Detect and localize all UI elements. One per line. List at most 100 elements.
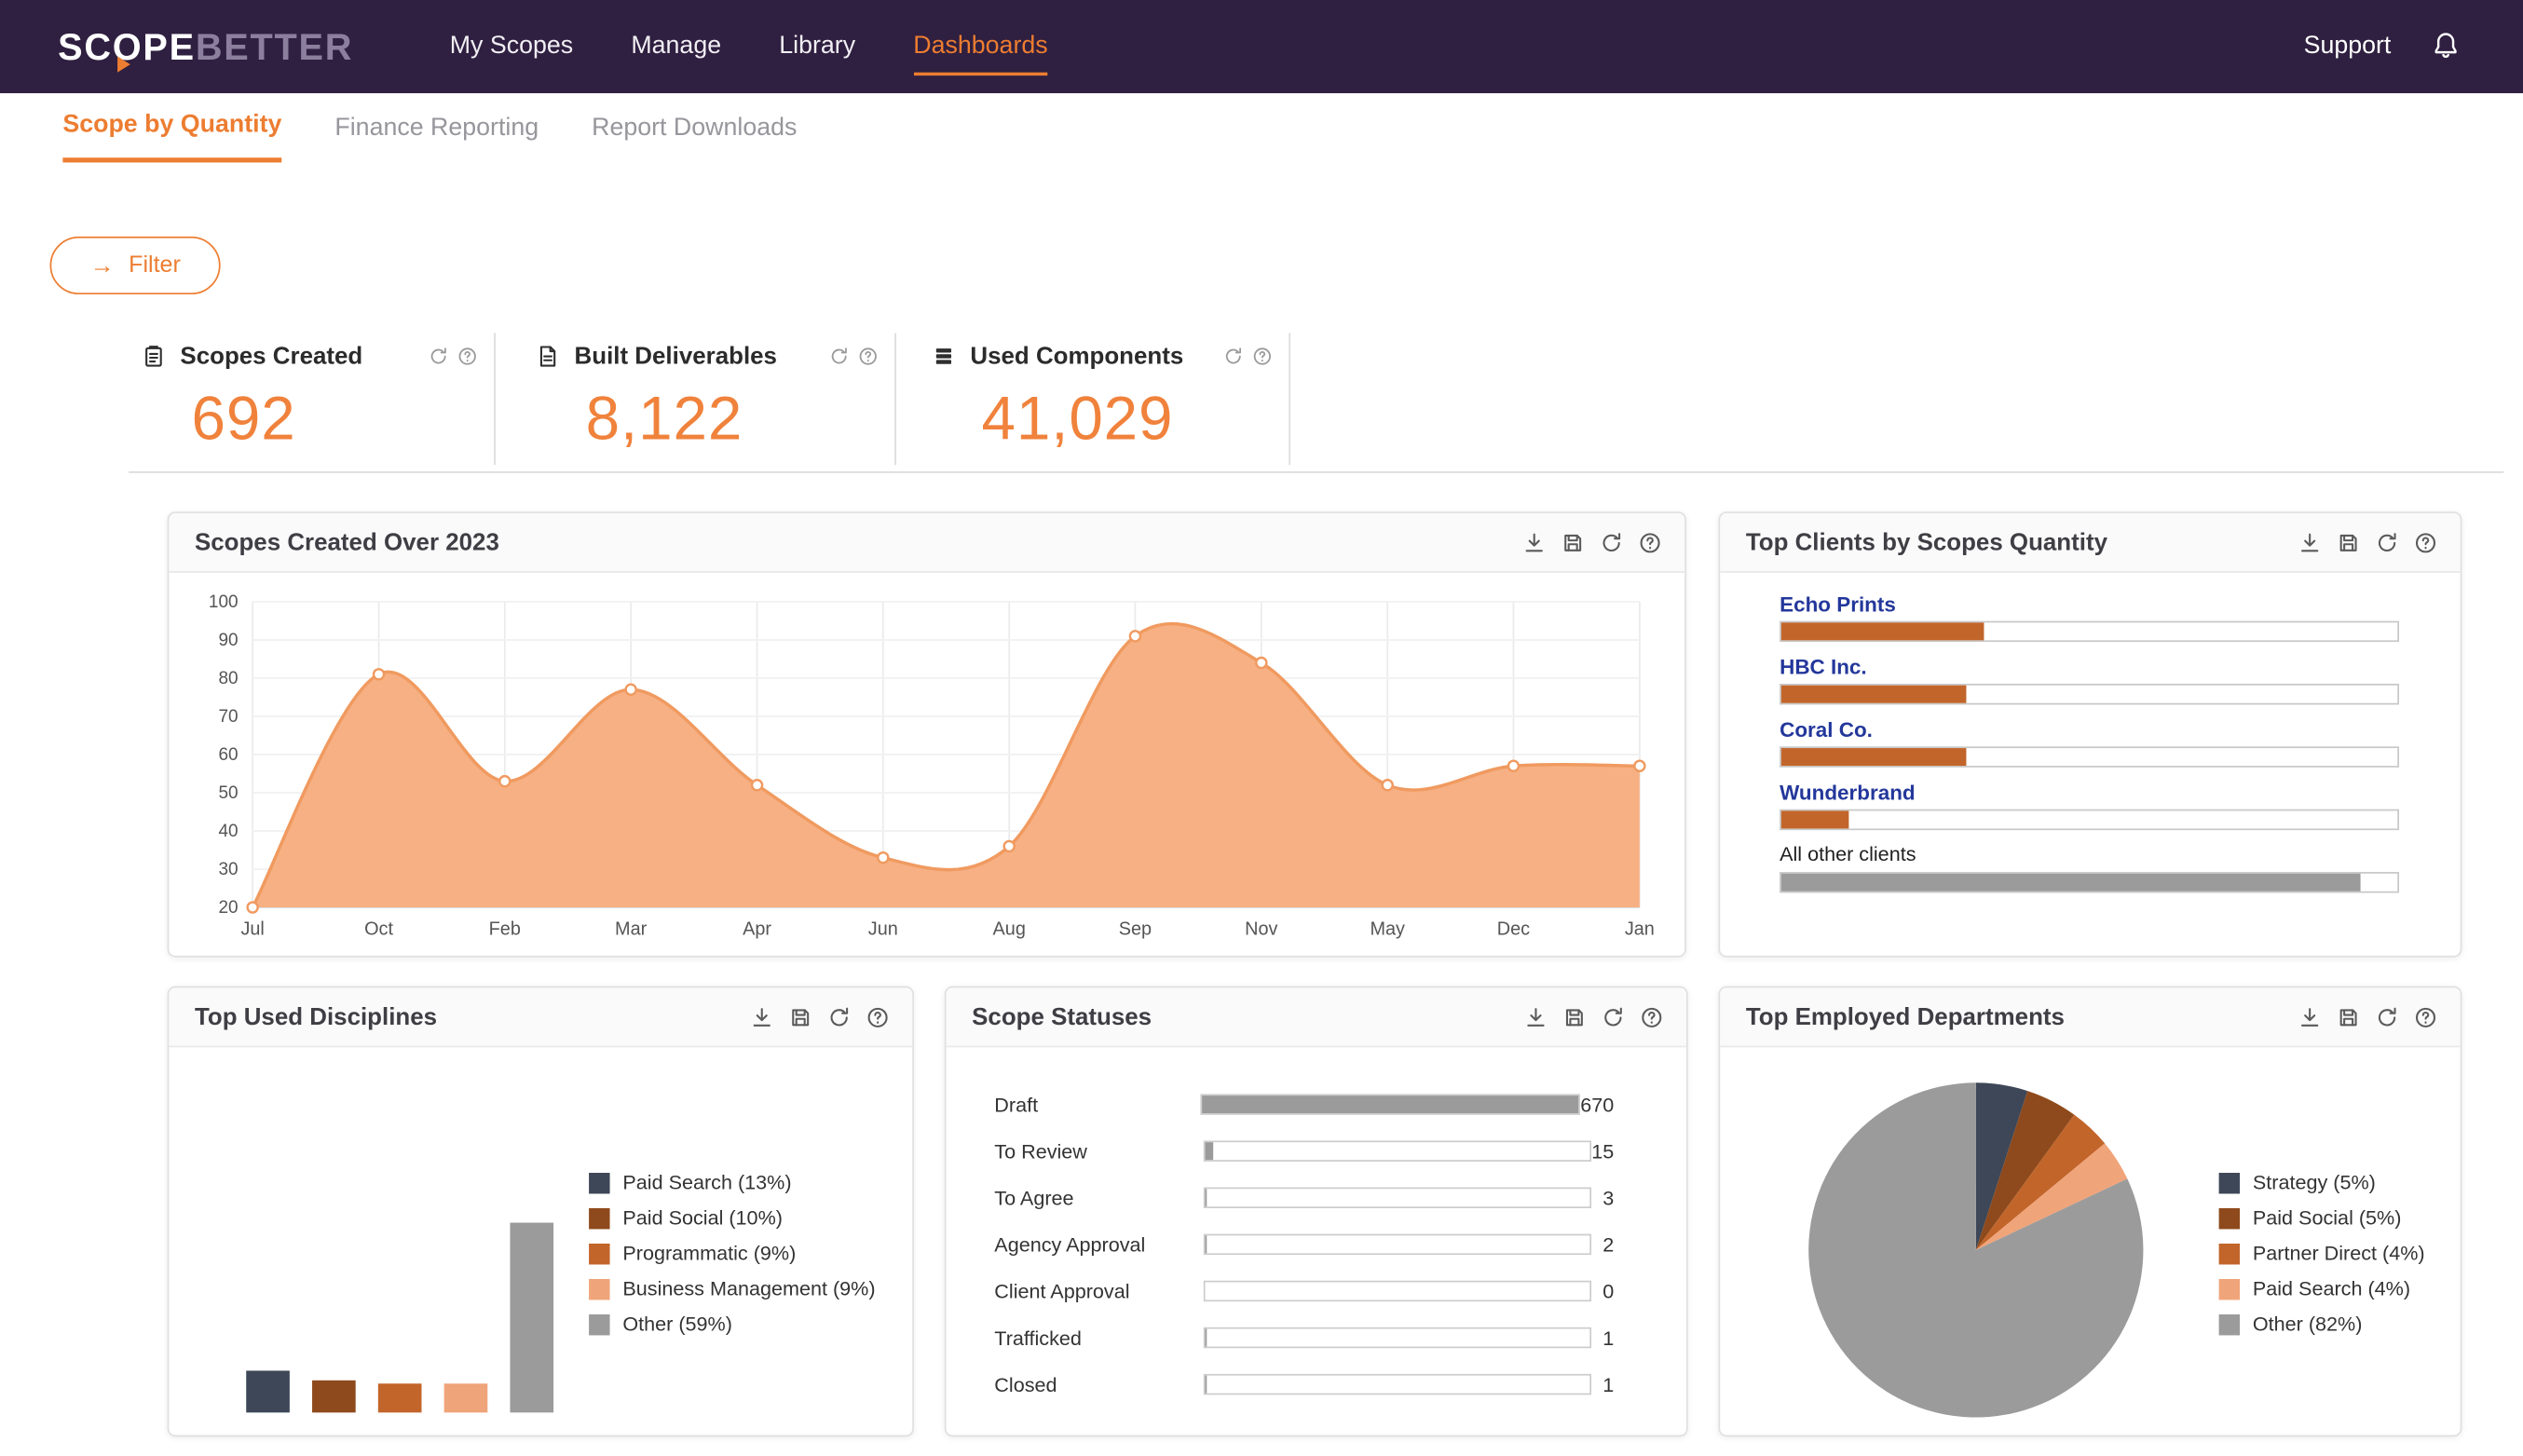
svg-text:May: May: [1370, 919, 1405, 939]
bar-track: [1203, 1187, 1592, 1209]
bar: [510, 1222, 554, 1413]
help-icon[interactable]: [2414, 530, 2438, 554]
status-row: Agency Approval 2: [994, 1221, 1614, 1268]
layers-icon: [935, 348, 952, 364]
bar-track: [1780, 872, 2400, 893]
nav-dashboards[interactable]: Dashboards: [913, 32, 1048, 76]
nav-manage[interactable]: Manage: [631, 32, 722, 60]
save-icon[interactable]: [1561, 530, 1585, 554]
svg-text:70: 70: [218, 707, 238, 727]
svg-text:Nov: Nov: [1245, 919, 1277, 939]
legend-swatch: [589, 1243, 610, 1264]
bar-fill: [1205, 1328, 1207, 1347]
legend-swatch: [2218, 1172, 2241, 1193]
refresh-icon[interactable]: [827, 1005, 852, 1029]
filter-button-label: Filter: [129, 252, 181, 279]
card-top-used-disciplines: Top Used Disciplines Paid Search (13%) P…: [167, 986, 914, 1437]
legend-label: Business Management (9%): [622, 1277, 876, 1300]
legend-label: Programmatic (9%): [622, 1242, 797, 1265]
card-actions: [2298, 1005, 2437, 1029]
legend-item: Business Management (9%): [589, 1277, 876, 1300]
help-icon[interactable]: [858, 346, 879, 366]
bar-fill: [1205, 1142, 1214, 1161]
save-icon[interactable]: [1562, 1005, 1587, 1029]
svg-text:60: 60: [218, 745, 238, 765]
nav-my-scopes[interactable]: My Scopes: [449, 32, 574, 60]
card-scope-statuses: Scope Statuses Draft 670 To Review 15 To…: [944, 986, 1688, 1437]
card-title: Top Used Disciplines: [194, 1002, 438, 1031]
status-row: To Review 15: [994, 1128, 1614, 1175]
download-icon[interactable]: [1522, 530, 1547, 554]
download-icon[interactable]: [2298, 1005, 2322, 1029]
refresh-icon[interactable]: [1601, 1005, 1625, 1029]
clipboard-icon: [145, 346, 162, 367]
logo-text: PE: [143, 24, 196, 67]
save-icon[interactable]: [2337, 530, 2361, 554]
app-logo[interactable]: SC O PE BETTER: [58, 24, 354, 72]
card-top-clients: Top Clients by Scopes Quantity Echo Prin…: [1718, 511, 2462, 958]
status-label: To Review: [994, 1139, 1087, 1163]
help-icon[interactable]: [1638, 530, 1662, 554]
refresh-icon[interactable]: [1600, 530, 1624, 554]
save-icon[interactable]: [788, 1005, 812, 1029]
pie-slice: [1975, 1091, 2075, 1250]
help-icon[interactable]: [2414, 1005, 2438, 1029]
tab-report-downloads[interactable]: Report Downloads: [592, 113, 798, 142]
bell-icon[interactable]: [2430, 31, 2462, 63]
status-row: Closed 1: [994, 1361, 1614, 1408]
help-icon[interactable]: [1640, 1005, 1664, 1029]
bar: [377, 1383, 422, 1413]
kpi-label: Built Deliverables: [574, 342, 777, 371]
filter-button[interactable]: → Filter: [49, 236, 222, 295]
clients-bar-chart: Echo Prints HBC Inc. Coral Co. Wunderbra…: [1720, 573, 2460, 893]
refresh-icon[interactable]: [1223, 346, 1244, 366]
card-scopes-created-over-2023: Scopes Created Over 2023 100 90 80 70 60 50 40…: [167, 511, 1686, 958]
bar-fill: [1780, 873, 2361, 891]
status-label: Client Approval: [994, 1279, 1130, 1303]
bar: [246, 1370, 290, 1413]
bar: [443, 1383, 488, 1413]
support-link[interactable]: Support: [2303, 32, 2392, 60]
bar-fill: [1780, 748, 1967, 767]
download-icon[interactable]: [750, 1005, 774, 1029]
legend-swatch: [589, 1278, 610, 1300]
client-row: Coral Co.: [1780, 717, 2400, 768]
card-title: Top Clients by Scopes Quantity: [1745, 528, 2108, 556]
document-icon: [539, 346, 556, 367]
legend-item: Strategy (5%): [2218, 1171, 2425, 1193]
save-icon[interactable]: [2337, 1005, 2361, 1029]
refresh-icon[interactable]: [2375, 1005, 2399, 1029]
chart-legend: Paid Search (13%) Paid Social (10%) Prog…: [589, 1171, 876, 1348]
kpi-label: Scopes Created: [180, 342, 363, 371]
card-title: Scopes Created Over 2023: [194, 528, 499, 556]
help-icon[interactable]: [457, 346, 477, 366]
nav-library[interactable]: Library: [779, 32, 856, 60]
logo-text-secondary: BETTER: [195, 24, 354, 67]
kpi-value: 41,029: [981, 386, 1174, 455]
bar-fill: [1780, 685, 1967, 703]
help-icon[interactable]: [1252, 346, 1273, 366]
download-icon[interactable]: [2298, 530, 2322, 554]
bar-fill: [1201, 1095, 1579, 1114]
svg-text:Sep: Sep: [1119, 919, 1152, 939]
bar: [312, 1380, 356, 1413]
status-label: Agency Approval: [994, 1232, 1146, 1256]
disciplines-bar-chart: [246, 1222, 554, 1413]
bar-fill: [1205, 1235, 1207, 1254]
kpi-controls: [828, 346, 879, 366]
bar-fill: [1780, 810, 1849, 829]
legend-swatch: [2218, 1207, 2241, 1229]
help-icon[interactable]: [866, 1005, 890, 1029]
tab-finance-reporting[interactable]: Finance Reporting: [334, 113, 539, 142]
svg-text:Apr: Apr: [743, 919, 771, 939]
card-actions: [1524, 1005, 1664, 1029]
refresh-icon[interactable]: [828, 346, 849, 366]
bar-track: [1203, 1233, 1592, 1256]
refresh-icon[interactable]: [428, 346, 448, 366]
bar-track: [1203, 1327, 1592, 1349]
download-icon[interactable]: [1524, 1005, 1548, 1029]
tab-scope-by-quantity[interactable]: Scope by Quantity: [62, 93, 282, 163]
refresh-icon[interactable]: [2375, 530, 2399, 554]
pie-slice: [1975, 1114, 2106, 1250]
